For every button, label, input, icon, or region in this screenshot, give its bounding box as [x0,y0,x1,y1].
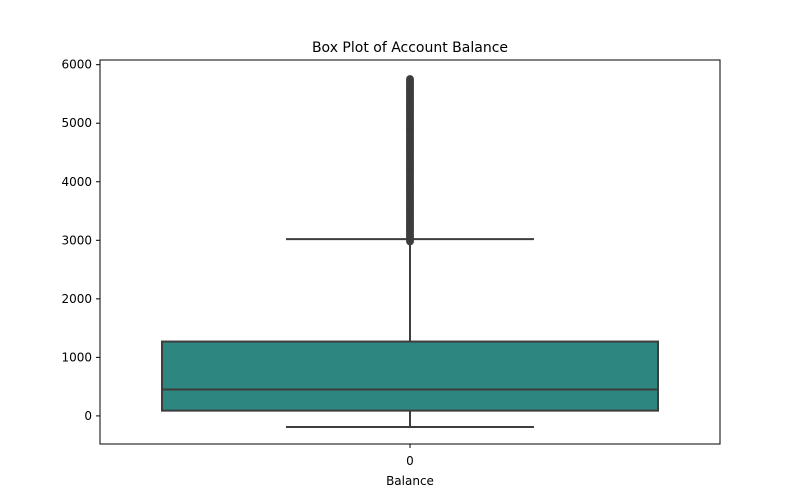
y-tick-label: 1000 [61,350,92,364]
outlier-points [406,75,414,246]
y-tick-label: 2000 [61,292,92,306]
x-axis-label: Balance [386,474,434,488]
chart-title: Box Plot of Account Balance [312,40,508,56]
x-tick-label: 0 [406,454,414,468]
plot-area [161,75,659,429]
y-tick-label: 3000 [61,233,92,247]
y-tick-label: 6000 [61,58,92,72]
y-tick-label: 5000 [61,116,92,130]
y-tick-label: 4000 [61,175,92,189]
x-axis: 0 [406,444,414,468]
iqr-box [161,340,659,412]
y-tick-label: 0 [84,409,92,423]
y-axis: 0 1000 2000 3000 4000 5000 6000 [61,58,100,423]
outlier-point [406,75,414,83]
